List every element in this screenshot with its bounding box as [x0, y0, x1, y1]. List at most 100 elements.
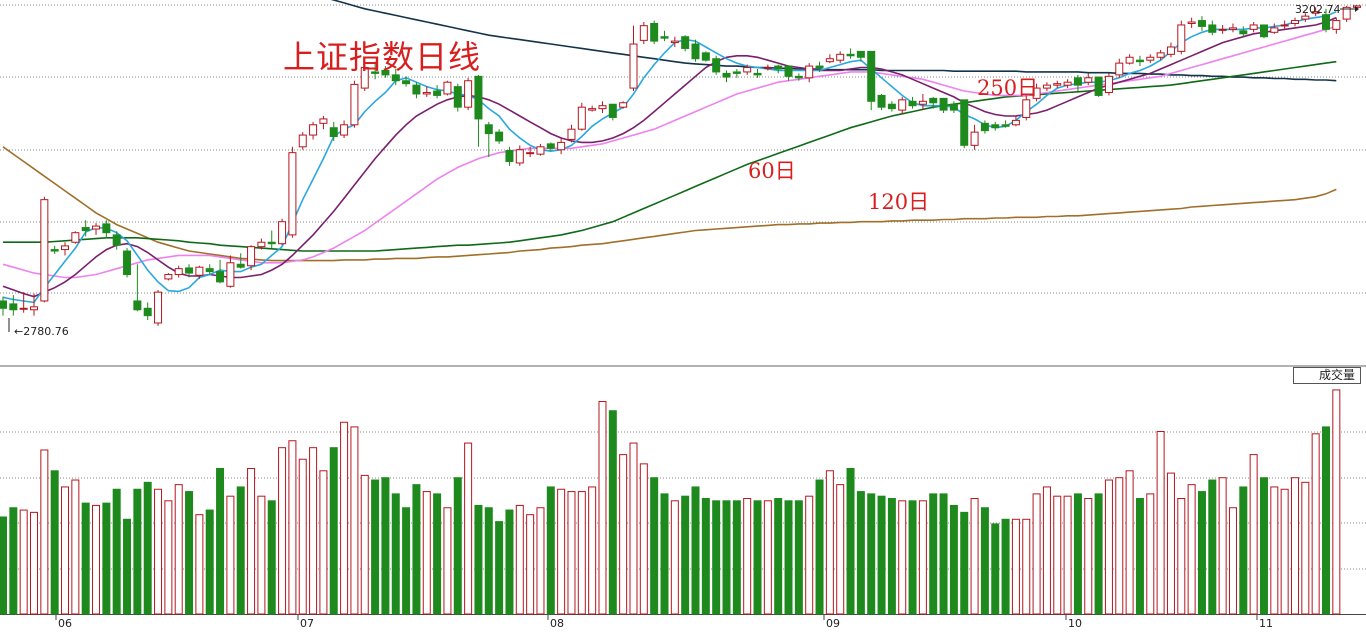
volume-bar-down	[712, 500, 721, 615]
candle-down	[412, 84, 421, 95]
volume-bar-up	[278, 447, 287, 615]
candle-up	[805, 65, 814, 79]
candle-down	[722, 72, 731, 78]
candle-down	[732, 71, 741, 74]
candle-down	[9, 303, 18, 311]
candle-down	[929, 97, 938, 104]
volume-bar-down	[1135, 498, 1144, 615]
volume-bar-down	[236, 486, 245, 615]
volume-bar-up	[1053, 495, 1062, 615]
volume-bar-down	[929, 493, 938, 615]
candle-up	[164, 274, 173, 280]
candle-down	[856, 50, 865, 58]
candle-down	[50, 249, 59, 252]
candle-up	[154, 291, 163, 324]
volume-indicator-label[interactable]: 成交量	[1293, 367, 1361, 384]
volume-bar-down	[774, 498, 783, 615]
candle-down	[691, 43, 700, 60]
volume-bar-down	[50, 470, 59, 615]
volume-bar-up	[350, 426, 359, 615]
volume-bar-down	[732, 500, 741, 615]
ma10-line	[2, 16, 1337, 298]
candle-up	[61, 245, 70, 251]
volume-bar-up	[1063, 495, 1072, 615]
candle-up	[71, 232, 80, 243]
candle-down	[1239, 30, 1248, 35]
volume-bar-down	[691, 486, 700, 615]
volume-bar-up	[309, 447, 318, 615]
volume-bar-up	[174, 484, 183, 615]
ma250-line	[330, 0, 1337, 82]
volume-bar-up	[1187, 484, 1196, 615]
volume-bar-up	[1104, 479, 1113, 615]
volume-bar-down	[608, 410, 617, 615]
candle-up	[92, 225, 101, 230]
candle-up	[1063, 81, 1072, 86]
candle-up	[1022, 99, 1031, 118]
candle-up	[1228, 27, 1237, 30]
candle-down	[216, 271, 225, 283]
candle-down	[205, 268, 214, 273]
candle-down	[391, 74, 400, 82]
volume-bar-up	[836, 484, 845, 615]
candle-down	[495, 131, 504, 142]
candle-down	[381, 69, 390, 76]
volume-bar-down	[381, 477, 390, 615]
high-price-label: 3202.74	[1295, 3, 1341, 16]
candle-up	[1353, 5, 1361, 8]
volume-bar-up	[1166, 472, 1175, 615]
candle-up	[588, 108, 597, 111]
candle-up	[309, 124, 318, 136]
volume-bar-down	[1073, 493, 1082, 615]
volume-bar-down	[681, 495, 690, 615]
candle-down	[185, 267, 194, 274]
volume-bar-up	[30, 511, 39, 615]
volume-bar-up	[288, 440, 297, 615]
candle-up	[1053, 83, 1062, 86]
volume-bar-down	[722, 500, 731, 615]
candle-down	[433, 90, 442, 96]
volume-bar-down	[856, 491, 865, 615]
volume-bar-down	[505, 509, 514, 615]
volume-bar-down	[980, 507, 989, 615]
volume-bar-up	[1032, 493, 1041, 615]
candle-down	[112, 234, 121, 246]
candle-up	[970, 131, 979, 146]
volume-bar-up	[515, 504, 524, 615]
volume-bar-up	[1301, 481, 1310, 615]
volume-bar-down	[185, 491, 194, 615]
volume-bar-up	[1146, 493, 1155, 615]
volume-bar-down	[371, 479, 380, 615]
volume-bar-up	[1022, 518, 1031, 615]
volume-bar-down	[1239, 486, 1248, 615]
volume-bar-up	[1332, 389, 1341, 615]
candle-down	[453, 86, 462, 108]
candle-down	[133, 300, 142, 311]
volume-bar-down	[412, 484, 421, 615]
candle-down	[1094, 76, 1103, 96]
candle-up	[670, 40, 679, 44]
axes	[8, 6, 1359, 620]
low-price-value: 2780.76	[23, 325, 69, 338]
x-tick-label: 09	[826, 617, 840, 630]
x-tick-label: 11	[1259, 617, 1273, 630]
volume-bar-down	[123, 518, 132, 615]
volume-bar-up	[598, 400, 607, 615]
candle-down	[774, 65, 783, 70]
candle-up	[350, 83, 359, 126]
volume-bar-down	[991, 523, 1000, 615]
candle-down	[1135, 59, 1144, 63]
candle-up	[319, 118, 328, 124]
candle-up	[1146, 56, 1155, 61]
candle-up	[340, 124, 349, 136]
volume-bar-up	[743, 498, 752, 615]
candle-down	[371, 71, 380, 74]
x-tick-label: 08	[550, 617, 564, 630]
ma250-label: 250日	[977, 76, 1039, 100]
volume-bar-down	[112, 488, 121, 615]
volume-bar-down	[1094, 493, 1103, 615]
volume-bar-down	[784, 500, 793, 615]
volume-bar-up	[898, 500, 907, 615]
volume-bar-up	[298, 458, 307, 615]
